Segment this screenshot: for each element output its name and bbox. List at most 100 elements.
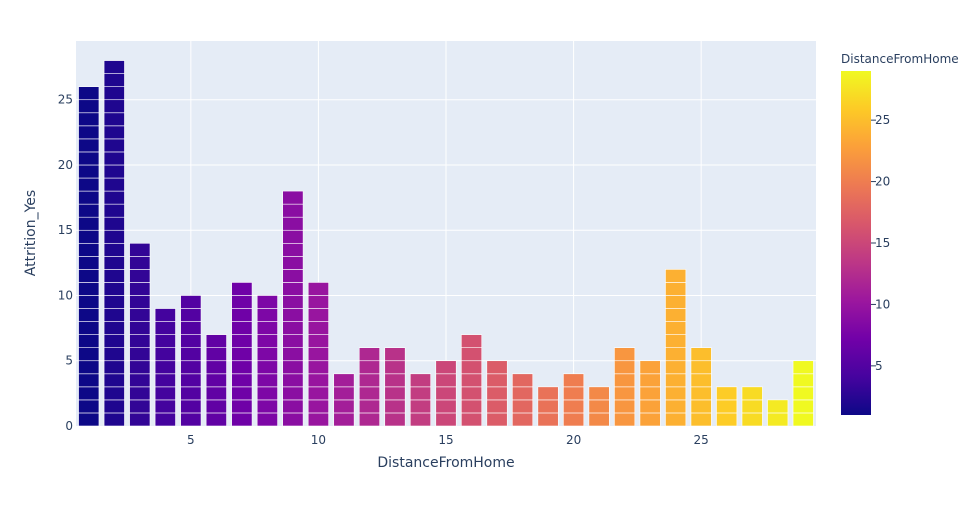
- bar: [205, 334, 227, 427]
- bar-segment: [103, 86, 125, 101]
- bar-segment: [333, 373, 355, 388]
- bar-segment: [154, 321, 176, 335]
- bar-segment: [282, 386, 304, 401]
- bar-segment: [78, 269, 100, 283]
- bar-segment: [639, 373, 661, 388]
- bar: [307, 282, 329, 427]
- bar-segment: [435, 412, 457, 427]
- bar-segment: [384, 347, 406, 362]
- bar-segment: [78, 308, 100, 322]
- bar-segment: [461, 412, 483, 427]
- bar-segment: [307, 282, 329, 296]
- bar-segment: [741, 399, 763, 414]
- bar-segment: [512, 399, 534, 414]
- bar-segment: [512, 412, 534, 427]
- y-tick-label: 25: [58, 93, 73, 107]
- bar-segment: [78, 203, 100, 218]
- bar-segment: [358, 412, 380, 427]
- bar-segment: [180, 321, 202, 335]
- bar-segment: [103, 295, 125, 309]
- bar-segment: [129, 347, 151, 362]
- bar-segment: [256, 373, 278, 388]
- bar-segment: [614, 373, 636, 388]
- bar-segment: [78, 216, 100, 231]
- bar-segment: [282, 373, 304, 388]
- bar-segment: [103, 229, 125, 244]
- bar-segment: [282, 203, 304, 218]
- colorbar-tick-label: 15: [875, 236, 890, 250]
- bar-segment: [103, 282, 125, 296]
- bar-segment: [665, 295, 687, 309]
- bar-segment: [103, 177, 125, 192]
- bar-segment: [78, 112, 100, 127]
- bar-segment: [103, 386, 125, 401]
- bar-segment: [665, 334, 687, 348]
- bar-segment: [716, 412, 738, 427]
- bar-segment: [665, 308, 687, 322]
- bar-segment: [435, 360, 457, 375]
- bar-segment: [154, 347, 176, 362]
- bar-segment: [205, 412, 227, 427]
- bar-segment: [154, 334, 176, 348]
- bar-segment: [129, 360, 151, 375]
- bar-segment: [614, 386, 636, 401]
- bar-segment: [103, 203, 125, 218]
- bar-segment: [78, 412, 100, 427]
- bar-segment: [409, 373, 431, 388]
- bar-segment: [358, 386, 380, 401]
- bar: [512, 373, 534, 427]
- bar-segment: [792, 412, 814, 427]
- x-tick-label: 10: [311, 433, 326, 447]
- bar: [154, 308, 176, 427]
- bar-segment: [205, 347, 227, 362]
- bar-segment: [588, 386, 610, 401]
- bar-segment: [78, 229, 100, 244]
- bar: [767, 399, 789, 427]
- bar-segment: [282, 295, 304, 309]
- bar-segment: [307, 321, 329, 335]
- bar-segment: [741, 412, 763, 427]
- bar-segment: [384, 412, 406, 427]
- bar: [792, 360, 814, 427]
- bar-segment: [154, 360, 176, 375]
- bar-segment: [103, 138, 125, 153]
- bar-segment: [231, 373, 253, 388]
- bar-segment: [690, 412, 712, 427]
- bar: [384, 347, 406, 427]
- bar-segment: [78, 334, 100, 348]
- bar-segment: [78, 125, 100, 140]
- bar-segment: [205, 373, 227, 388]
- bar-segment: [103, 412, 125, 427]
- bar-segment: [665, 269, 687, 283]
- bar-segment: [307, 360, 329, 375]
- bar-segment: [690, 399, 712, 414]
- bar-segment: [78, 242, 100, 257]
- bar-segment: [78, 360, 100, 375]
- y-tick-label: 10: [58, 288, 73, 302]
- bar-segment: [103, 151, 125, 166]
- bar-segment: [231, 334, 253, 348]
- bar-segment: [231, 412, 253, 427]
- bar: [486, 360, 508, 427]
- bar-segment: [103, 216, 125, 231]
- bar-segment: [461, 399, 483, 414]
- bar-segment: [792, 373, 814, 388]
- bar-segment: [103, 112, 125, 127]
- bar-segment: [384, 373, 406, 388]
- bar-segment: [205, 334, 227, 348]
- bar-segment: [665, 386, 687, 401]
- bar-segment: [537, 386, 559, 401]
- bar: [741, 386, 763, 427]
- bar-segment: [103, 99, 125, 114]
- bar-segment: [103, 347, 125, 362]
- colorbar: DistanceFromHome 5 10 15 20 25: [841, 52, 959, 415]
- bar-segment: [435, 386, 457, 401]
- y-axis-ticks: 0 5 10 15 20 25: [58, 93, 73, 433]
- bar-segment: [741, 386, 763, 401]
- bar-segment: [358, 399, 380, 414]
- bar-segment: [103, 321, 125, 335]
- bar-segment: [639, 399, 661, 414]
- bar-segment: [78, 373, 100, 388]
- bar-segment: [231, 321, 253, 335]
- bar-segment: [103, 242, 125, 257]
